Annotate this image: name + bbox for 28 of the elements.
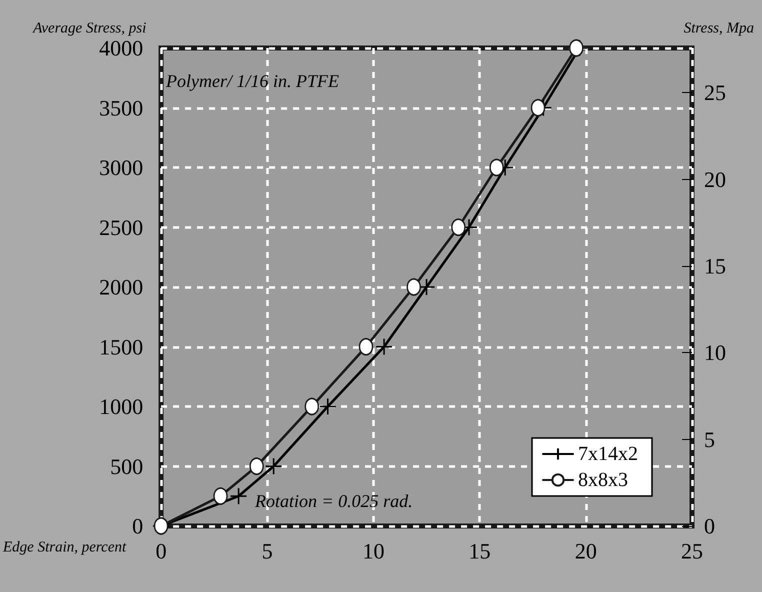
y-tick-label: 0 bbox=[132, 514, 144, 538]
y2-tick-label: 10 bbox=[704, 340, 726, 366]
legend-label: 7x14x2 bbox=[578, 443, 638, 465]
x-tick-label: 25 bbox=[681, 538, 703, 564]
y2-tick-label: 20 bbox=[704, 166, 726, 192]
y-tick-label: 3000 bbox=[99, 155, 144, 180]
y-tick-label: 500 bbox=[110, 454, 144, 479]
y-axis-title: Average Stress, psi bbox=[32, 20, 146, 36]
y-tick-label: 2000 bbox=[99, 274, 144, 300]
x-tick-label: 5 bbox=[262, 538, 273, 564]
y-tick-label: 4000 bbox=[99, 36, 144, 60]
x-tick-label: 10 bbox=[362, 538, 384, 564]
y2-tick-label: 0 bbox=[704, 514, 715, 538]
x-axis-title: Edge Strain, percent bbox=[2, 540, 127, 556]
annotation: Rotation = 0.025 rad. bbox=[254, 491, 413, 511]
y2-axis-title: Stress, Mpa bbox=[684, 20, 754, 36]
y-tick-label: 1500 bbox=[99, 334, 144, 360]
x-tick-label: 15 bbox=[468, 538, 491, 564]
y2-tick-label: 15 bbox=[704, 254, 726, 279]
y2-tick-label: 5 bbox=[704, 426, 715, 452]
y-tick-label: 3500 bbox=[99, 95, 144, 120]
y2-tick-label: 25 bbox=[704, 80, 726, 106]
annotation: Polymer/ 1/16 in. PTFE bbox=[165, 71, 339, 91]
x-tick-label: 20 bbox=[574, 538, 597, 564]
y-tick-label: 1000 bbox=[99, 394, 144, 419]
x-tick-label: 0 bbox=[156, 538, 167, 564]
y-tick-label: 2500 bbox=[99, 214, 144, 240]
legend-label: 8x8x3 bbox=[578, 469, 628, 491]
